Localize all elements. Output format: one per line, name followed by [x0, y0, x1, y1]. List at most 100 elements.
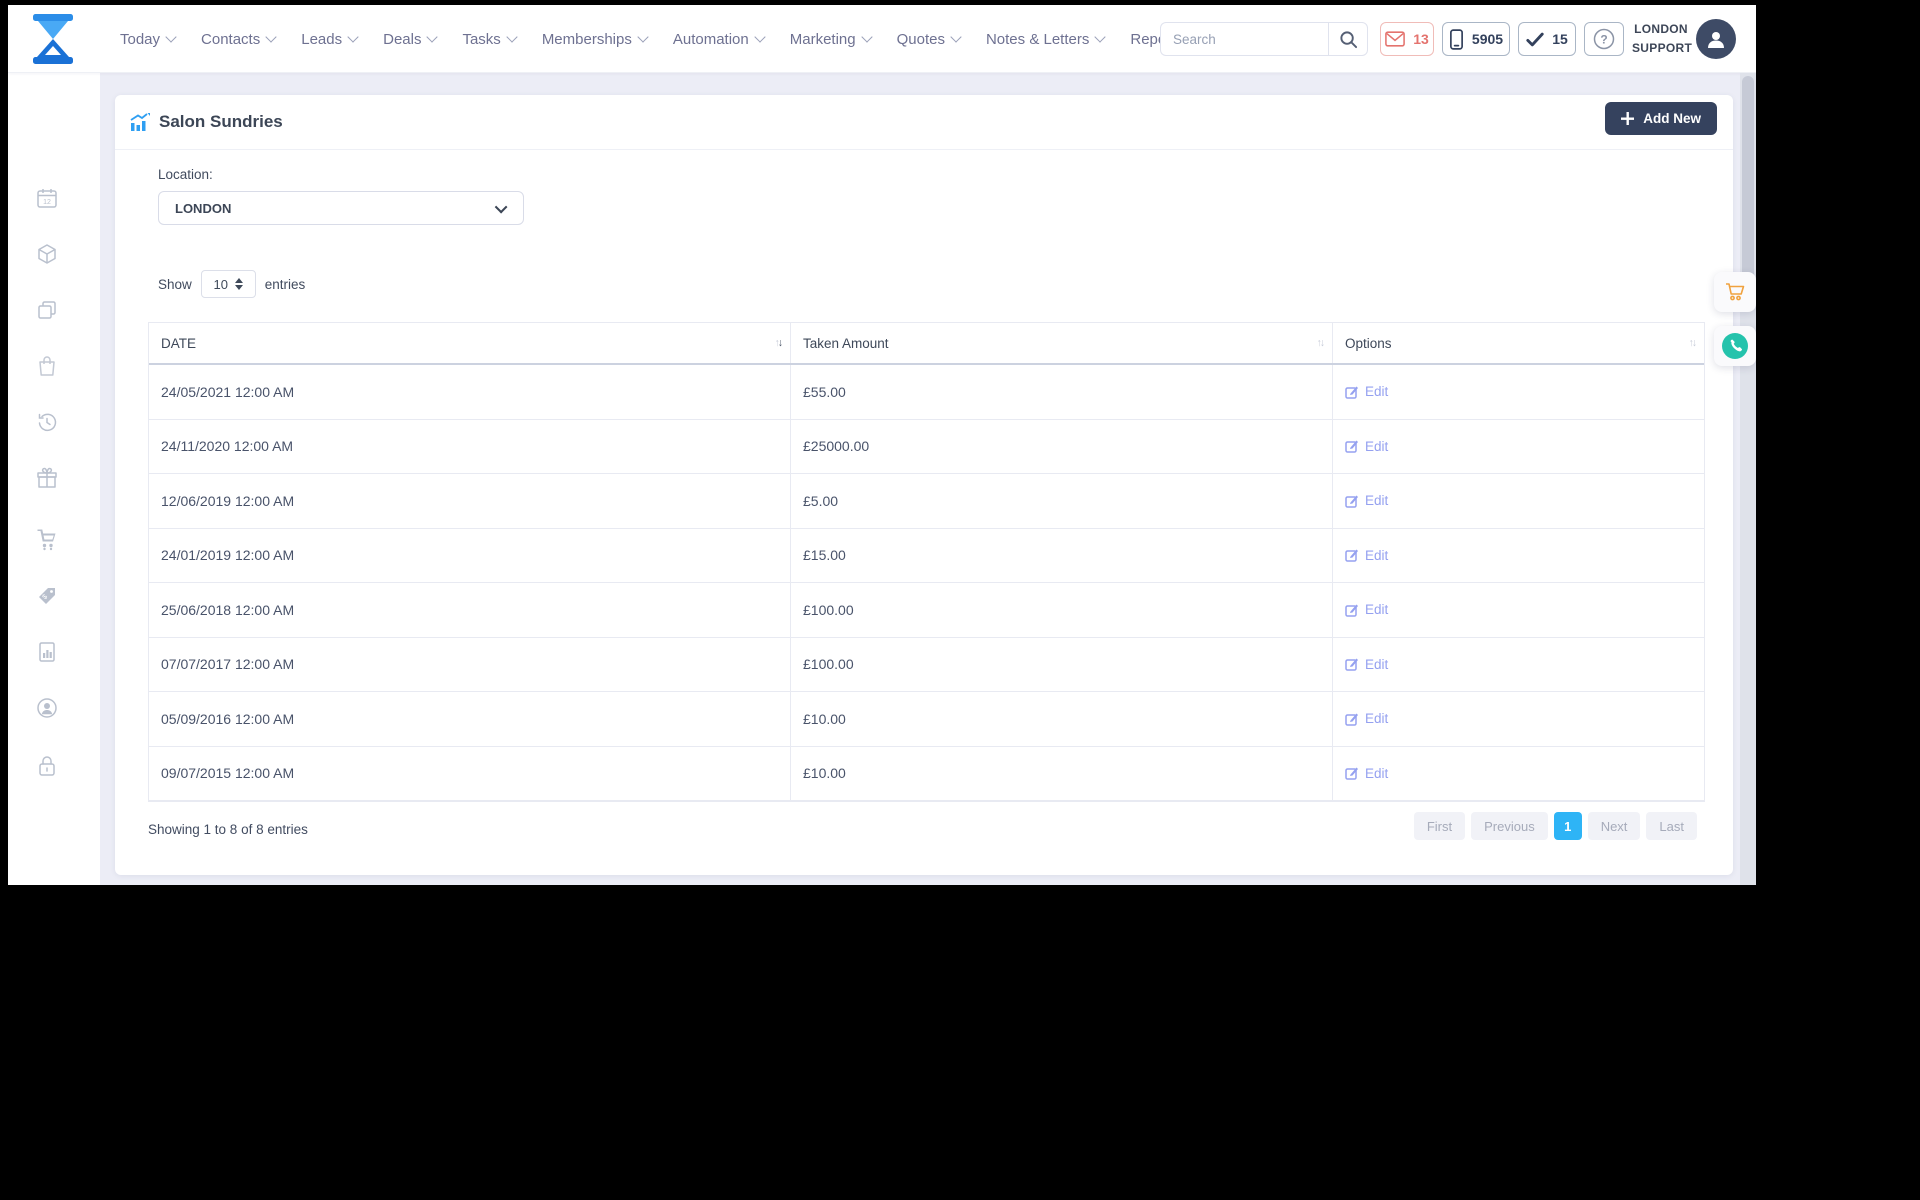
edit-label: Edit — [1365, 765, 1389, 781]
location-selected-value: LONDON — [175, 200, 232, 216]
column-header-taken-amount[interactable]: Taken Amount ↑↓ — [791, 323, 1333, 363]
amount-cell: £5.00 — [791, 474, 1333, 528]
edit-link[interactable]: Edit — [1345, 384, 1388, 399]
nav-quotes[interactable]: Quotes — [897, 31, 962, 48]
nav-label: Marketing — [789, 30, 856, 48]
edit-link[interactable]: Edit — [1345, 439, 1388, 454]
package-icon — [38, 244, 56, 264]
edit-link[interactable]: Edit — [1345, 657, 1388, 672]
sidebar-item-account[interactable] — [35, 696, 59, 720]
sidebar-item-cart[interactable] — [35, 528, 59, 552]
options-cell: Edit — [1333, 474, 1704, 528]
edit-link[interactable]: Edit — [1345, 548, 1388, 563]
price-tag-icon: $ — [39, 588, 55, 604]
sidebar-item-products[interactable] — [35, 242, 59, 266]
sidebar-item-security[interactable] — [35, 754, 59, 778]
sidebar-item-history[interactable] — [35, 410, 59, 434]
nav-deals[interactable]: Deals — [383, 31, 439, 48]
add-new-label: Add New — [1643, 111, 1701, 126]
table-row: 05/09/2016 12:00 AM £10.00 Edit — [149, 692, 1704, 747]
shopping-bag-icon — [39, 356, 55, 376]
sidebar-item-pricing[interactable]: $ — [35, 584, 59, 608]
nav-automation[interactable]: Automation — [673, 31, 766, 48]
amount-cell: £55.00 — [791, 365, 1333, 419]
search-input[interactable] — [1160, 22, 1328, 56]
sidebar-item-gifts[interactable] — [35, 466, 59, 490]
pagination-previous-button[interactable]: Previous — [1471, 812, 1548, 840]
user-name-line2: SUPPORT — [1632, 41, 1693, 55]
table-header-row: DATE ↑↓ Taken Amount ↑↓ Options ↑↓ — [149, 323, 1704, 365]
options-cell: Edit — [1333, 638, 1704, 692]
sort-icon: ↑↓ — [1316, 337, 1325, 349]
edit-link[interactable]: Edit — [1345, 602, 1388, 617]
tasks-done-button[interactable]: 15 — [1518, 22, 1576, 56]
top-header-bar: Today Contacts Leads Deals Tasks Members… — [8, 5, 1756, 73]
nav-label: Notes & Letters — [985, 30, 1090, 48]
cart-icon — [37, 529, 56, 551]
edit-link[interactable]: Edit — [1345, 493, 1388, 508]
floating-whatsapp-button[interactable] — [1714, 326, 1756, 366]
edit-pencil-icon — [1345, 440, 1358, 453]
edit-link[interactable]: Edit — [1345, 766, 1388, 781]
brand-logo-hourglass-icon[interactable] — [30, 13, 76, 65]
mail-count: 13 — [1413, 31, 1429, 47]
edit-pencil-icon — [1345, 495, 1358, 508]
column-label: Taken Amount — [803, 335, 889, 351]
page-length-select[interactable]: 10 — [200, 270, 256, 298]
sidebar-item-shopping-bag[interactable] — [35, 354, 59, 378]
amount-cell: £100.00 — [791, 637, 1333, 691]
nav-marketing[interactable]: Marketing — [789, 30, 873, 48]
nav-contacts[interactable]: Contacts — [201, 31, 277, 48]
history-clock-icon — [38, 413, 57, 432]
amount-cell: £10.00 — [791, 692, 1333, 746]
edit-label: Edit — [1365, 547, 1389, 563]
date-cell: 25/06/2018 12:00 AM — [149, 583, 791, 637]
floating-cart-button[interactable] — [1714, 272, 1756, 312]
search-button[interactable] — [1328, 22, 1368, 56]
table-summary: Showing 1 to 8 of 8 entries — [148, 822, 308, 837]
sidebar-item-reports[interactable] — [35, 640, 59, 664]
check-count: 15 — [1552, 31, 1568, 47]
column-header-date[interactable]: DATE ↑↓ — [149, 323, 791, 363]
column-header-options[interactable]: Options ↑↓ — [1333, 323, 1704, 363]
user-avatar[interactable] — [1696, 19, 1736, 59]
nav-today[interactable]: Today — [120, 30, 177, 48]
phone-calls-button[interactable]: 5905 — [1442, 22, 1510, 56]
edit-pencil-icon — [1345, 386, 1358, 399]
nav-leads[interactable]: Leads — [301, 31, 359, 48]
table-row: 24/01/2019 12:00 AM £15.00 Edit — [149, 528, 1704, 583]
pagination-page-1-button[interactable]: 1 — [1553, 812, 1582, 840]
mail-notifications-button[interactable]: 13 — [1380, 22, 1434, 56]
add-new-button[interactable]: Add New — [1605, 102, 1717, 135]
edit-pencil-icon — [1345, 767, 1358, 780]
plus-icon — [1621, 112, 1635, 125]
pagination-last-button[interactable]: Last — [1646, 812, 1697, 840]
date-cell: 07/07/2017 12:00 AM — [149, 637, 791, 691]
date-cell: 09/07/2015 12:00 AM — [149, 746, 791, 800]
page-title: Salon Sundries — [159, 112, 283, 131]
options-cell: Edit — [1333, 747, 1704, 801]
nav-notes-letters[interactable]: Notes & Letters — [985, 30, 1107, 48]
sidebar-item-duplicates[interactable] — [35, 298, 59, 322]
pagination-next-button[interactable]: Next — [1587, 812, 1641, 840]
nav-tasks[interactable]: Tasks — [462, 31, 518, 48]
date-cell: 12/06/2019 12:00 AM — [149, 474, 791, 528]
amount-cell: £10.00 — [791, 746, 1333, 800]
mobile-phone-icon — [1449, 28, 1463, 50]
entries-label: entries — [264, 276, 306, 292]
sidebar-item-calendar[interactable]: 12 — [35, 186, 59, 210]
edit-pencil-icon — [1345, 713, 1358, 726]
scrollbar-thumb[interactable] — [1742, 76, 1754, 311]
chevron-down-icon — [637, 30, 649, 43]
chart-growth-icon — [130, 113, 150, 131]
help-button[interactable]: ? — [1584, 22, 1624, 56]
pagination: First Previous 1 Next Last — [1413, 812, 1697, 840]
pagination-first-button[interactable]: First — [1413, 812, 1466, 840]
nav-label: Today — [120, 30, 161, 48]
edit-label: Edit — [1365, 438, 1389, 454]
nav-memberships[interactable]: Memberships — [542, 30, 649, 48]
location-select[interactable]: LONDON — [158, 191, 524, 225]
edit-link[interactable]: Edit — [1345, 711, 1388, 726]
edit-label: Edit — [1365, 711, 1389, 727]
svg-text:?: ? — [1600, 33, 1607, 47]
